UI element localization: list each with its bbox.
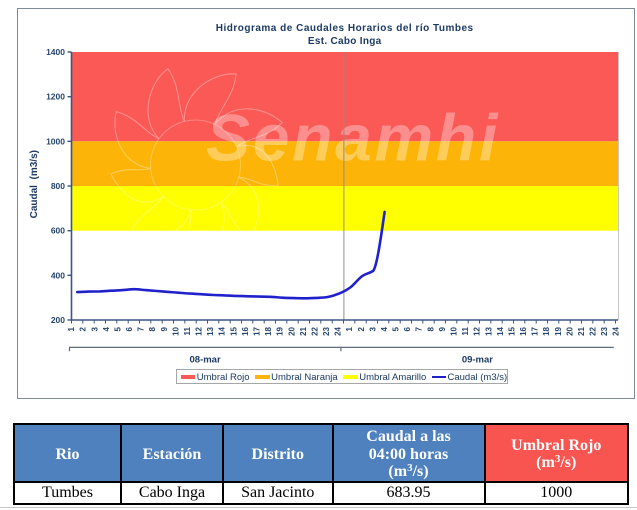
svg-text:5: 5 — [113, 326, 122, 331]
svg-text:22: 22 — [310, 326, 319, 335]
svg-text:13: 13 — [484, 326, 493, 335]
svg-text:6: 6 — [403, 326, 412, 331]
svg-text:17: 17 — [530, 326, 539, 335]
svg-text:Senamhi: Senamhi — [206, 101, 500, 175]
svg-text:Hidrograma de Caudales Horario: Hidrograma de Caudales Horarios del río … — [215, 23, 473, 34]
svg-text:22: 22 — [588, 326, 597, 335]
svg-text:Caudal (m3/s): Caudal (m3/s) — [28, 150, 39, 218]
svg-text:9: 9 — [159, 326, 168, 331]
svg-text:400: 400 — [50, 270, 64, 280]
svg-text:18: 18 — [264, 326, 273, 335]
svg-text:10: 10 — [449, 326, 458, 335]
svg-text:4: 4 — [101, 326, 110, 331]
svg-text:12: 12 — [194, 326, 203, 335]
svg-text:1000: 1000 — [46, 136, 65, 146]
svg-text:14: 14 — [495, 326, 504, 335]
svg-text:6: 6 — [125, 326, 134, 331]
svg-text:200: 200 — [50, 315, 64, 325]
svg-text:10: 10 — [171, 326, 180, 335]
svg-text:1400: 1400 — [46, 47, 65, 57]
svg-text:14: 14 — [217, 326, 226, 335]
svg-text:2: 2 — [356, 326, 365, 331]
svg-text:3: 3 — [90, 326, 99, 331]
svg-text:2: 2 — [78, 326, 87, 331]
svg-text:23: 23 — [600, 326, 609, 335]
svg-text:4: 4 — [380, 326, 389, 331]
svg-text:19: 19 — [553, 326, 562, 335]
svg-text:1: 1 — [345, 326, 354, 331]
svg-text:13: 13 — [206, 326, 215, 335]
svg-text:3: 3 — [368, 326, 377, 331]
svg-text:18: 18 — [542, 326, 551, 335]
svg-text:11: 11 — [461, 326, 470, 335]
svg-text:9: 9 — [437, 326, 446, 331]
svg-text:20: 20 — [565, 326, 574, 335]
svg-text:09-mar: 09-mar — [461, 355, 492, 366]
svg-text:16: 16 — [240, 326, 249, 335]
svg-text:24: 24 — [333, 326, 342, 335]
svg-text:15: 15 — [507, 326, 516, 335]
svg-text:23: 23 — [322, 326, 331, 335]
svg-text:12: 12 — [472, 326, 481, 335]
svg-text:24: 24 — [611, 326, 620, 335]
svg-text:Est. Cabo Inga: Est. Cabo Inga — [307, 36, 381, 47]
svg-text:1200: 1200 — [46, 92, 65, 102]
svg-text:800: 800 — [50, 181, 64, 191]
svg-text:16: 16 — [519, 326, 528, 335]
svg-text:600: 600 — [50, 226, 64, 236]
svg-text:1: 1 — [67, 326, 76, 331]
svg-text:15: 15 — [229, 326, 238, 335]
svg-text:5: 5 — [391, 326, 400, 331]
svg-text:11: 11 — [183, 326, 192, 335]
svg-text:8: 8 — [426, 326, 435, 331]
svg-text:20: 20 — [287, 326, 296, 335]
svg-text:7: 7 — [414, 326, 423, 331]
svg-text:21: 21 — [577, 326, 586, 335]
svg-text:08-mar: 08-mar — [189, 355, 220, 366]
svg-text:7: 7 — [136, 326, 145, 331]
svg-text:21: 21 — [298, 326, 307, 335]
svg-text:8: 8 — [148, 326, 157, 331]
svg-text:17: 17 — [252, 326, 261, 335]
svg-text:19: 19 — [275, 326, 284, 335]
